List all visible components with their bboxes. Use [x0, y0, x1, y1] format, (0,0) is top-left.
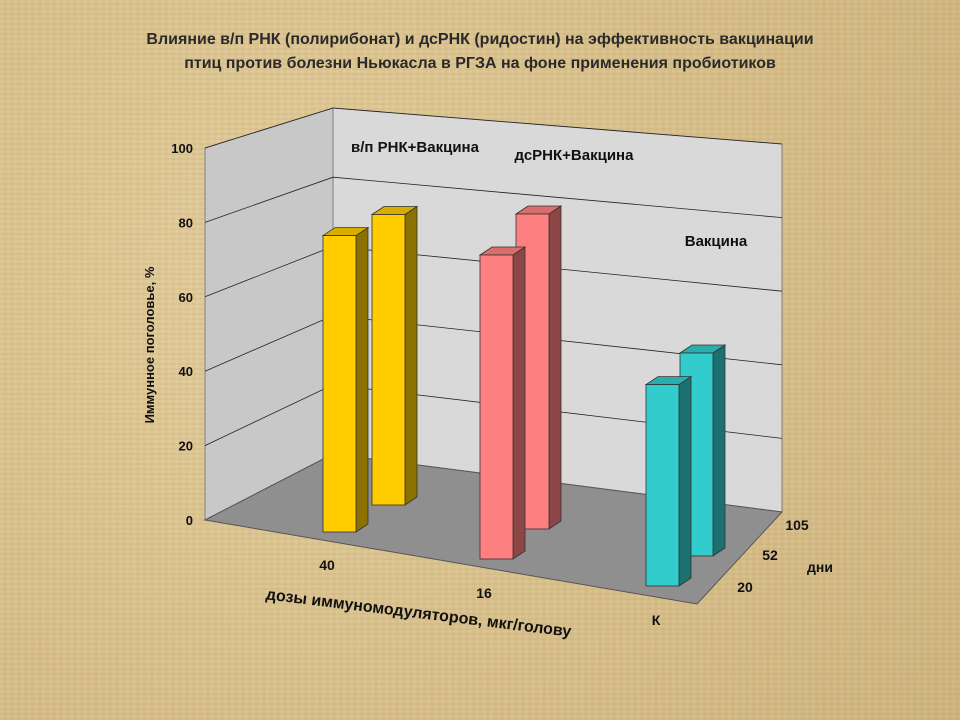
category-labels: 40 16 К 20 52 105 — [319, 517, 809, 628]
bar-side — [355, 226, 369, 533]
bar-side — [678, 375, 692, 587]
bar-label-vp-rnk: в/п РНК+Вакцина — [351, 139, 480, 156]
y-tick-label: 80 — [179, 215, 193, 230]
y-axis-ticks: 0 20 40 60 80 100 — [171, 141, 193, 528]
bar-40-day-20 — [321, 226, 370, 533]
bar-side — [712, 344, 726, 557]
bar-front — [645, 384, 680, 587]
y-axis-label: Иммунное поголовье, % — [142, 266, 157, 423]
bar-side — [512, 246, 526, 560]
y-tick-label: 20 — [179, 439, 193, 454]
y-tick-label: 60 — [179, 290, 193, 305]
x-tick-label: 40 — [319, 557, 335, 573]
y-tick-label: 0 — [186, 513, 193, 528]
side-wall — [204, 107, 334, 521]
gridline — [204, 107, 783, 149]
bar-side — [404, 205, 418, 506]
x-tick-label: К — [652, 612, 661, 628]
bar-label-dsrnk: дсРНК+Вакцина — [515, 147, 635, 164]
bar-front — [479, 254, 514, 560]
z-axis-label: дни — [807, 559, 833, 575]
x-tick-label: 16 — [476, 585, 492, 601]
bar-40-day-52 — [370, 205, 419, 506]
gridline — [204, 176, 783, 223]
bar-side — [548, 205, 562, 530]
y-tick-label: 100 — [171, 141, 193, 156]
bar-front — [371, 214, 406, 506]
chart-title: Влияние в/п РНК (полирибонат) и дсРНК (р… — [146, 31, 814, 72]
z-tick-label: 20 — [737, 579, 753, 595]
z-tick-label: 52 — [762, 547, 778, 563]
bars — [321, 205, 727, 587]
bar-16-day-20 — [478, 246, 527, 560]
x-axis-label: дозы иммуномодуляторов, мкг/голову — [265, 586, 572, 640]
bar-label-vaccine: Вакцина — [685, 233, 748, 250]
bar-К-day-20 — [644, 375, 693, 587]
z-tick-label: 105 — [785, 517, 809, 533]
bar-front — [322, 235, 357, 533]
y-tick-label: 40 — [179, 364, 193, 379]
